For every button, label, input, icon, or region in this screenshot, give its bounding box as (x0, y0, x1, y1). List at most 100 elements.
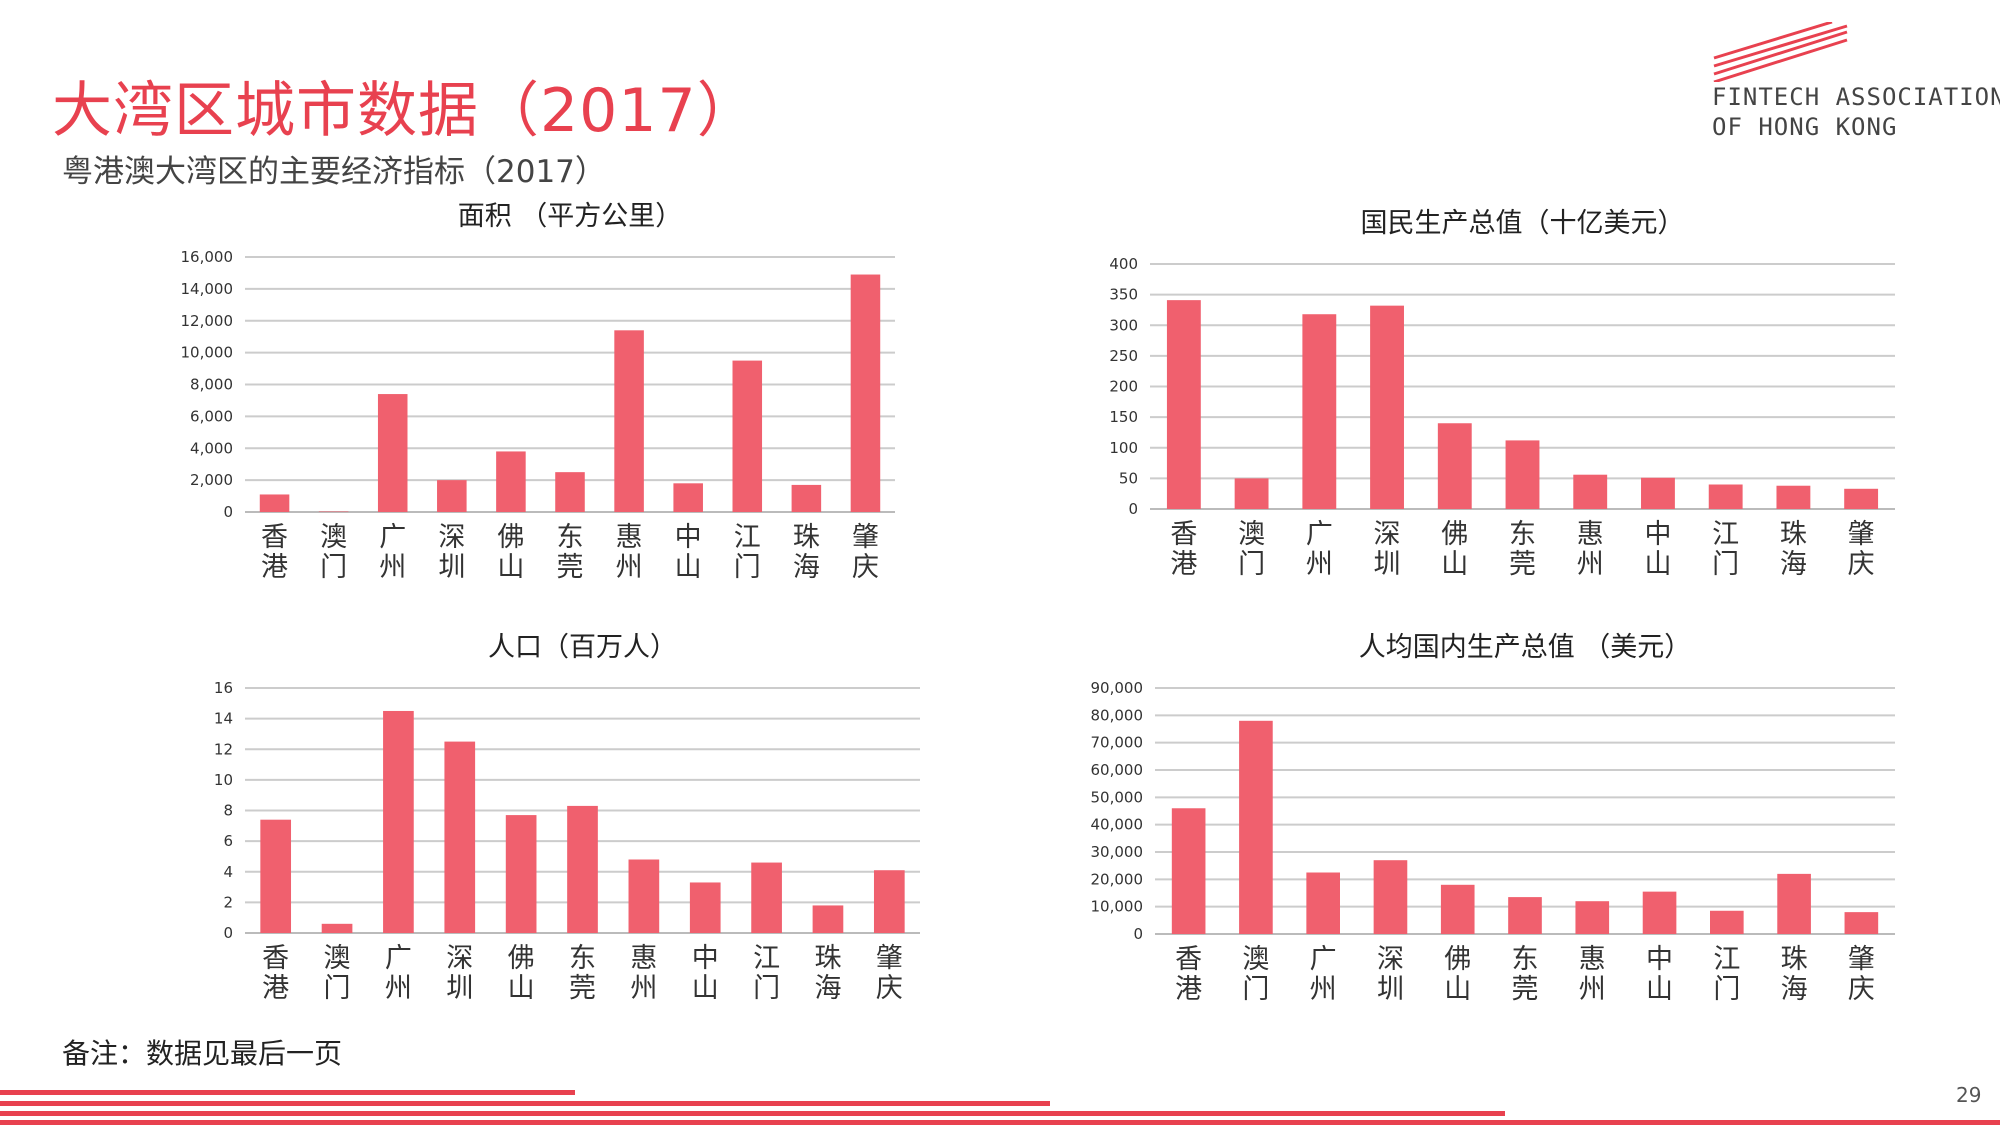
y-tick-label: 0 (223, 503, 233, 521)
y-tick-label: 8 (223, 802, 233, 820)
bar (1171, 808, 1206, 934)
x-tick-label: 香港 (262, 943, 289, 1004)
x-tick-label: 江门 (1713, 944, 1740, 1005)
x-tick-label: 佛山 (497, 522, 524, 583)
bar (1437, 423, 1472, 509)
y-tick-label: 6,000 (190, 407, 233, 425)
bar (505, 815, 537, 933)
chart-title: 面积 （平方公里） (458, 201, 683, 232)
y-tick-label: 0 (1128, 500, 1138, 518)
x-tick-label: 江门 (1712, 519, 1739, 580)
y-tick-label: 14 (214, 710, 233, 728)
bar (628, 859, 660, 933)
x-tick-label: 中山 (1644, 519, 1671, 580)
gnp-bar-chart: 国民生产总值（十亿美元） 0 50 100 150 200 250 300 350 400 香港澳门… (1109, 208, 1895, 580)
bar (1575, 901, 1610, 934)
bar (259, 494, 290, 512)
x-tick-label: 澳门 (324, 943, 351, 1004)
footer-rule-4 (0, 1120, 2000, 1125)
x-tick-label: 肇庆 (1848, 519, 1875, 580)
bar (383, 710, 414, 933)
x-tick-label: 澳门 (1242, 944, 1269, 1005)
bar (614, 330, 644, 512)
bar (1844, 488, 1879, 509)
bar (791, 484, 822, 512)
bar (673, 483, 703, 512)
chart-population: 人口（百万人） 0 2 4 6 8 10 12 14 16 香港 澳门 广州 深圳 佛山 东莞 惠州 中山 江门 珠海… (190, 620, 930, 1010)
bar (1777, 873, 1811, 934)
x-tick-label: 香港 (1170, 519, 1197, 580)
x-tick-label: 中山 (1646, 944, 1673, 1005)
page-number: 29 (1956, 1083, 1982, 1107)
x-tick-label: 肇庆 (1848, 944, 1875, 1005)
bar (1239, 720, 1273, 934)
y-tick-label: 250 (1109, 347, 1138, 365)
x-tick-label: 深圳 (1374, 519, 1401, 580)
y-tick-label: 20,000 (1091, 870, 1144, 888)
footer-rule-1 (0, 1090, 575, 1095)
x-tick-label: 惠州 (1577, 519, 1604, 580)
footer-rule-2 (0, 1101, 1050, 1106)
chart-title: 人口（百万人） (488, 632, 677, 663)
x-tick-label: 深圳 (438, 522, 465, 583)
x-tick-label: 广州 (1306, 519, 1333, 580)
x-tick-label: 广州 (385, 943, 412, 1004)
y-tick-label: 8,000 (190, 376, 233, 394)
y-tick-label: 10,000 (1091, 898, 1144, 916)
logo-line-1: FINTECH ASSOCIATION (1712, 83, 2000, 111)
y-tick-label: 30,000 (1091, 843, 1144, 861)
y-tick-label: 100 (1109, 439, 1138, 457)
x-tick-label: 佛山 (508, 943, 535, 1004)
y-tick-label: 300 (1109, 316, 1138, 334)
footer-rule-3 (0, 1111, 1505, 1116)
bar (1641, 477, 1675, 509)
bar (1708, 484, 1743, 509)
x-tick-label: 惠州 (616, 522, 643, 583)
bar (1710, 910, 1744, 934)
x-tick-label: 佛山 (1444, 944, 1471, 1005)
chart-gdp-per-capita: 人均国内生产总值 （美元） 0 10,000 20,000 30,000 40,000 50… (1080, 622, 1895, 1012)
y-tick-label: 6 (223, 832, 233, 850)
bar (437, 480, 467, 512)
bar (1844, 912, 1879, 934)
bar (444, 741, 476, 933)
y-tick-label: 14,000 (181, 280, 234, 298)
bar (555, 472, 585, 512)
area-bar-chart: 面积 （平方公里） 0 2,000 4,000 6,000 8,000 10,000 12,0… (181, 201, 895, 583)
y-tick-label: 10,000 (181, 344, 234, 362)
y-tick-label: 350 (1109, 286, 1138, 304)
bar (567, 805, 598, 933)
y-tick-label: 50 (1119, 469, 1138, 487)
x-tick-label: 肇庆 (852, 522, 879, 583)
y-tick-label: 40,000 (1091, 816, 1144, 834)
population-bar-chart: 人口（百万人） 0 2 4 6 8 10 12 14 16 香港澳门广州深圳佛山东莞惠州中山江门珠海… (214, 632, 920, 1004)
x-tick-label: 珠海 (814, 943, 841, 1004)
x-tick-label: 广州 (1310, 944, 1337, 1005)
x-tick-label: 香港 (261, 522, 288, 583)
bar (1370, 305, 1404, 509)
y-tick-label: 16 (214, 679, 233, 697)
y-tick-label: 90,000 (1091, 679, 1144, 697)
x-tick-label: 澳门 (1238, 519, 1265, 580)
bar (1573, 474, 1608, 509)
x-tick-label: 东莞 (557, 522, 584, 583)
y-tick-label: 60,000 (1091, 761, 1144, 779)
x-tick-label: 珠海 (1780, 519, 1807, 580)
x-tick-label: 珠海 (793, 522, 820, 583)
logo-line-2: OF HONG KONG (1712, 113, 1898, 141)
x-tick-label: 深圳 (1377, 944, 1404, 1005)
bar (377, 394, 408, 512)
x-tick-label: 东莞 (1509, 519, 1536, 580)
y-tick-label: 0 (223, 924, 233, 942)
bar (751, 862, 782, 933)
x-tick-label: 江门 (734, 522, 761, 583)
bar (1234, 478, 1269, 509)
bar (873, 870, 905, 933)
bar (1166, 300, 1201, 509)
x-tick-label: 深圳 (446, 943, 473, 1004)
x-tick-label: 东莞 (1512, 944, 1539, 1005)
chart-gnp: 国民生产总值（十亿美元） 0 50 100 150 200 250 300 350 400 香港 澳门… (1080, 200, 1895, 590)
y-tick-label: 400 (1109, 255, 1138, 273)
x-tick-label: 中山 (692, 943, 719, 1004)
gdp-per-capita-bar-chart: 人均国内生产总值 （美元） 0 10,000 20,000 30,000 40,000 50… (1091, 632, 1895, 1005)
